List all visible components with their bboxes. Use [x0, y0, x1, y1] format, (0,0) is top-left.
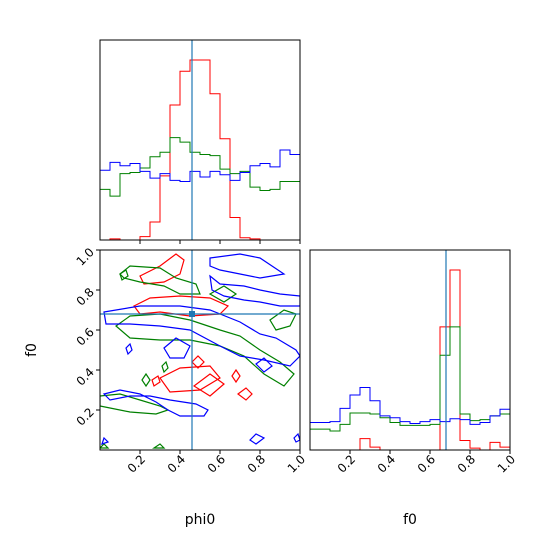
contour-x-tick-label: 0.4 — [165, 452, 188, 475]
contour-y-tick-label: 0.6 — [74, 325, 97, 348]
contour-series-2-level-9 — [101, 436, 110, 445]
f0-marginal-panel — [310, 250, 510, 450]
phi0-histogram-series-0 — [100, 59, 300, 240]
f0-histogram-series-0 — [310, 269, 510, 450]
contour-series-2-level-7 — [249, 433, 266, 445]
contour-y-tick-label: 1.0 — [74, 245, 97, 268]
y-axis-label-f0: f0 — [24, 343, 40, 357]
contour-series-2-level-2 — [103, 305, 300, 367]
f0-marginal-x-tick-label: 0.6 — [415, 452, 438, 475]
contour-series-2-level-3 — [102, 389, 209, 417]
f0-histogram-series-2 — [310, 386, 510, 450]
contour-series-2-level-0 — [209, 253, 286, 279]
contour-series-0-level-6 — [237, 387, 253, 401]
f0-marginal-x-tick-label: 0.8 — [455, 452, 478, 475]
phi0-histogram-series-2 — [100, 149, 300, 240]
contour-series-2-level-5 — [255, 357, 273, 373]
phi0-histogram-series-1 — [100, 137, 300, 240]
contour-series-1-level-0 — [100, 393, 170, 415]
phi0-f0-contour-panel — [100, 250, 300, 450]
f0-marginal-frame — [309, 249, 511, 451]
contour-series-2-level-4 — [163, 337, 191, 359]
contour-x-tick-label: 0.2 — [125, 452, 148, 475]
f0-marginal-x-tick-label: 0.2 — [335, 452, 358, 475]
phi0-marginal-panel — [100, 40, 300, 240]
contour-x-tick-label: 1.0 — [285, 452, 308, 475]
contour-y-tick-label: 0.4 — [74, 365, 97, 388]
x-axis-label-f0: f0 — [403, 512, 417, 528]
contour-series-1-level-4 — [269, 309, 297, 331]
phi0-marginal-frame — [99, 39, 301, 241]
contour-frame — [99, 249, 301, 451]
contour-series-1-level-8 — [152, 443, 166, 449]
contour-series-0-level-2 — [159, 365, 221, 393]
x-axis-label-phi0: phi0 — [185, 512, 216, 528]
contour-series-1-level-3 — [208, 285, 238, 303]
contour-series-0-level-4 — [191, 355, 205, 369]
contour-series-0-level-3 — [192, 373, 225, 397]
contour-x-tick-label: 0.8 — [245, 452, 268, 475]
contour-series-2-level-8 — [293, 432, 300, 443]
f0-histogram-series-1 — [310, 326, 510, 450]
f0-marginal-x-tick-label: 1.0 — [495, 452, 518, 475]
contour-series-1-level-9 — [100, 443, 110, 449]
contour-series-1-level-5 — [119, 269, 129, 281]
contour-series-2-level-6 — [125, 342, 133, 356]
contour-series-0-level-5 — [231, 368, 241, 384]
contour-truth-marker — [189, 311, 195, 317]
contour-y-tick-label: 0.2 — [74, 405, 97, 428]
contour-series-2-level-1 — [209, 274, 300, 307]
contour-y-tick-label: 0.8 — [74, 285, 97, 308]
f0-marginal-x-tick-label: 0.4 — [375, 452, 398, 475]
contour-x-tick-label: 0.6 — [205, 452, 228, 475]
contour-series-0-level-7 — [151, 375, 161, 387]
contour-series-1-level-7 — [161, 360, 169, 374]
contour-series-0-level-1 — [133, 295, 230, 317]
contour-series-1-level-1 — [119, 265, 201, 295]
contour-series-1-level-6 — [141, 372, 151, 388]
